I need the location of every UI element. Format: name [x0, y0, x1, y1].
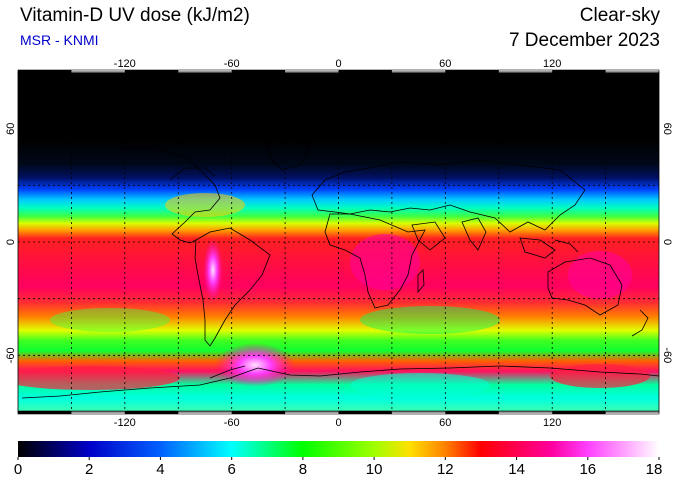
lon-tick-top: 0 [335, 58, 341, 70]
lat-tick-left: 60 [5, 123, 17, 135]
lon-tick-bottom: 120 [543, 417, 561, 429]
graticule [18, 72, 659, 412]
colorbar-label: 6 [228, 461, 236, 478]
lon-tick-bottom: -120 [114, 417, 136, 429]
colorbar-gradient [18, 441, 659, 457]
lat-labels-left: 60 0 -60 [5, 123, 17, 364]
lat-tick-right: 0 [661, 239, 673, 245]
colorbar-label: 18 [646, 461, 663, 478]
coastlines [21, 134, 660, 399]
lon-labels-top: -120 -60 0 60 120 [114, 58, 562, 70]
source-label: MSR - KNMI [20, 32, 99, 48]
lat-tick-left: 0 [5, 239, 17, 245]
date-label: 7 December 2023 [508, 30, 660, 51]
colorbar-label: 16 [579, 461, 596, 478]
colorbar-label: 0 [14, 461, 22, 478]
lon-labels-bottom: -120 -60 0 60 120 [114, 417, 562, 429]
lat-tick-right: -60 [661, 347, 673, 363]
colorbar-label: 8 [299, 461, 307, 478]
map-frame [17, 69, 660, 415]
colorbar-label: 14 [508, 461, 525, 478]
lat-labels-right: 60 0 -60 [661, 123, 673, 364]
sky-mode-label: Clear-sky [579, 5, 660, 26]
lon-tick-top: 120 [543, 58, 561, 70]
lon-tick-top: -120 [114, 58, 136, 70]
lon-tick-top: -60 [224, 58, 240, 70]
colorbar-label: 10 [366, 461, 383, 478]
lat-tick-right: 60 [661, 123, 673, 135]
lon-tick-bottom: 0 [335, 417, 341, 429]
colorbar: 0 2 4 6 8 10 12 14 16 18 [14, 441, 663, 478]
colorbar-label: 2 [85, 461, 93, 478]
lon-tick-bottom: -60 [224, 417, 240, 429]
map-title: Vitamin-D UV dose (kJ/m2) [20, 5, 250, 26]
lat-tick-left: -60 [5, 347, 17, 363]
colorbar-label: 4 [156, 461, 164, 478]
lon-tick-top: 60 [439, 58, 451, 70]
lon-tick-bottom: 60 [439, 417, 451, 429]
colorbar-label: 12 [437, 461, 454, 478]
colorbar-ticks [17, 457, 660, 460]
